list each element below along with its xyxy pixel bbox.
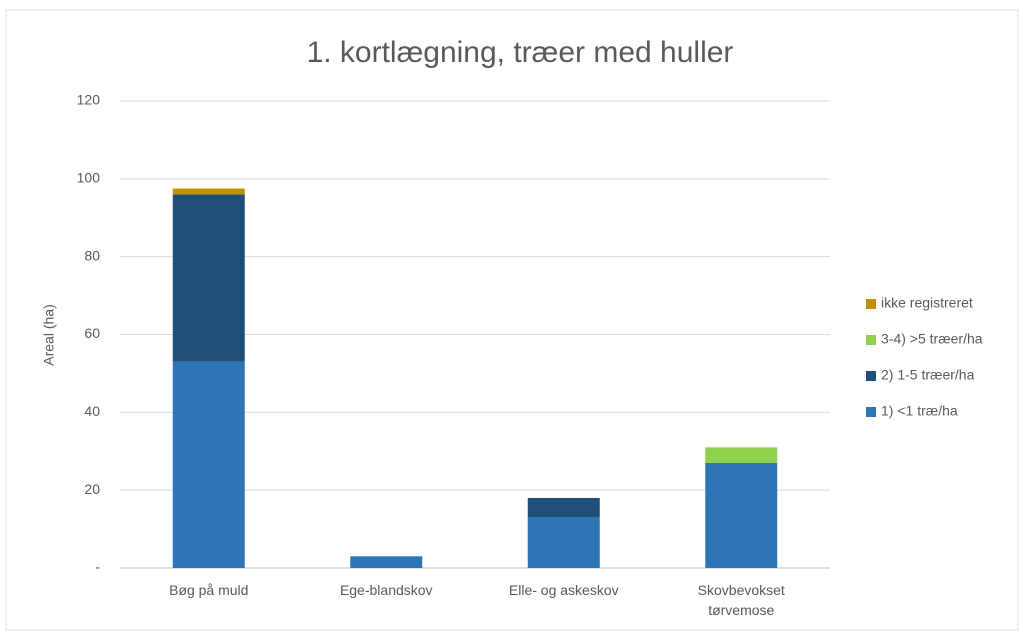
chart-title: 1. kortlægning, træer med huller: [307, 36, 734, 69]
y-axis-label: Areal (ha): [41, 304, 57, 365]
x-tick-label: Skovbevokset tørvemose: [697, 582, 785, 618]
legend-swatch: [866, 299, 876, 309]
bar-segment: [527, 517, 600, 568]
bar-segment: [172, 188, 245, 195]
y-tick-label: 80: [84, 247, 100, 263]
y-tick-label: 20: [84, 481, 100, 497]
legend-swatch: [866, 371, 876, 381]
bar-segment: [350, 556, 423, 568]
bar-segment: [705, 447, 778, 463]
x-tick-label: Ege-blandskov: [339, 582, 433, 598]
y-tick-label: 120: [77, 92, 101, 108]
x-tick-label: Elle- og askeskov: [508, 582, 619, 598]
legend-label: 1) <1 træ/ha: [881, 403, 958, 419]
legend-label: 2) 1-5 træer/ha: [881, 367, 975, 383]
legend-swatch: [866, 407, 876, 417]
bar-segment: [705, 462, 778, 568]
bar-segment: [527, 497, 600, 518]
y-tick-label: 40: [84, 403, 100, 419]
legend-label: ikke registreret: [881, 295, 973, 311]
x-tick-label: Bøg på muld: [169, 582, 249, 598]
legend-swatch: [866, 335, 876, 345]
y-tick-label: -: [95, 559, 100, 575]
y-tick-label: 60: [84, 325, 100, 341]
chart-border: [5, 9, 1019, 631]
bar-segment: [172, 194, 245, 362]
y-tick-label: 100: [77, 170, 101, 186]
legend-label: 3-4) >5 træer/ha: [881, 331, 983, 347]
bar-segment: [172, 361, 245, 568]
